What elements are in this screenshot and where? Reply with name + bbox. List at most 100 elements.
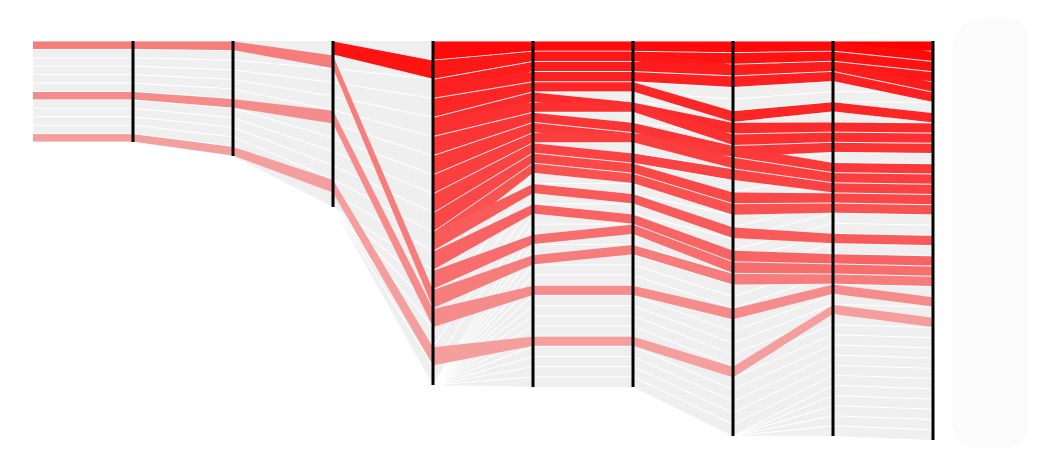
highlight-segment [533,245,633,265]
highlight-segment [333,55,433,309]
row-separator [832,232,934,236]
row-separator [732,415,834,437]
row-separator [632,305,734,344]
row-separator [832,192,934,195]
row-separator [632,254,734,286]
highlight-segment [733,284,833,320]
highlight-segment [633,214,733,262]
row-separator [732,50,834,54]
row-separator [432,60,534,80]
highlight-segment [833,183,933,194]
highlight-segment [833,102,933,123]
highlight-segment [633,133,733,169]
row-separator [832,374,934,380]
row-separator [132,65,234,71]
row-separator [232,88,334,111]
row-separator [732,405,834,437]
highlight-segment [833,304,933,327]
highlight-segment [633,41,733,53]
row-separator [132,74,234,80]
row-separator [732,91,834,100]
highlight-segment [533,41,633,51]
highlight-segment [533,285,633,295]
highlight-segment [533,61,633,72]
highlight-segment [733,102,833,122]
highlight-segment [633,224,733,273]
highlight-segment [633,285,733,320]
row-separator [132,91,234,99]
highlight-segment [733,51,833,64]
highlight-flow-5 [433,71,933,102]
highlight-segment [833,193,933,205]
highlight-segment [633,102,733,134]
row-separator [732,303,834,344]
highlight-segment [333,179,433,366]
row-separator [432,284,534,386]
highlight-flow-16 [433,204,933,270]
row-separator [432,366,534,386]
highlight-segment [433,204,533,270]
highlight-flow-12 [433,143,933,213]
highlight-segment [833,163,933,174]
row-separator [132,116,234,128]
row-separator [632,356,734,402]
highlight-segment [433,234,533,289]
row-separator [832,243,934,247]
highlight-segment [533,183,633,204]
highlight-segment [833,264,933,276]
highlight-segment [133,92,233,108]
row-separator [732,334,834,379]
row-separator [832,202,934,206]
row-separator [832,415,934,421]
row-separator [632,376,734,425]
highlight-segment [33,92,133,100]
highlight-segment [633,102,733,146]
highlight-segment [833,61,933,92]
row-separator [632,162,734,181]
highlight-segment [733,157,833,183]
highlights-layer [33,41,933,378]
highlight-segment [533,51,633,61]
highlight-segment [633,61,733,76]
row-separator [232,126,334,166]
highlight-segment [433,112,533,156]
row-separator [732,111,834,123]
row-separator [432,376,534,386]
row-separator [732,344,834,390]
row-separator [732,81,834,88]
highlight-segment [533,72,633,82]
row-separator [432,345,534,386]
row-separator [132,57,234,61]
highlight-segment [633,153,733,180]
axes-layer [131,41,935,440]
highlight-segment [233,146,333,193]
row-separator [632,325,734,367]
row-separator [432,213,534,367]
row-separator [832,344,934,349]
highlight-segment [833,203,933,215]
row-separator [832,182,934,185]
highlight-segment [833,71,933,102]
row-separator [832,364,934,369]
row-separator [732,374,834,425]
highlight-segment [233,99,333,124]
row-separator [732,384,834,437]
row-separator [832,222,934,226]
row-separator [832,425,934,431]
highlight-segment [533,102,633,112]
highlight-segment [733,71,833,87]
highlight-segment [433,133,533,194]
row-separator [632,152,734,170]
row-separator [732,354,834,402]
row-separator [632,345,734,390]
highlight-segment [733,203,833,215]
highlight-segment [633,336,733,378]
highlight-segment [533,163,633,183]
highlight-segment [833,122,933,133]
row-separator [132,107,234,119]
highlight-segment [833,51,933,72]
highlight-segment [733,169,833,193]
highlight-segment [433,122,533,175]
row-separator [832,303,934,308]
